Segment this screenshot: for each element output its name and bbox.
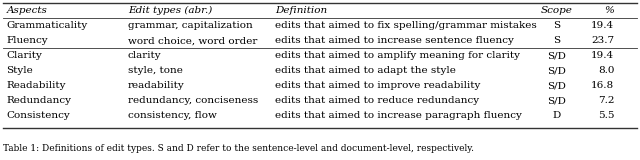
Text: S: S bbox=[553, 36, 561, 45]
Text: edits that aimed to reduce redundancy: edits that aimed to reduce redundancy bbox=[275, 96, 479, 105]
Text: Scope: Scope bbox=[541, 6, 573, 15]
Text: S/D: S/D bbox=[547, 51, 566, 60]
Text: edits that aimed to fix spelling/grammar mistakes: edits that aimed to fix spelling/grammar… bbox=[275, 21, 537, 30]
Text: redundancy, conciseness: redundancy, conciseness bbox=[128, 96, 259, 105]
Text: Table 1: Definitions of edit types. S and D refer to the sentence-level and docu: Table 1: Definitions of edit types. S an… bbox=[3, 144, 474, 153]
Text: 23.7: 23.7 bbox=[591, 36, 614, 45]
Text: grammar, capitalization: grammar, capitalization bbox=[128, 21, 253, 30]
Text: edits that aimed to improve readability: edits that aimed to improve readability bbox=[275, 81, 481, 90]
Text: 19.4: 19.4 bbox=[591, 51, 614, 60]
Text: S/D: S/D bbox=[547, 81, 566, 90]
Text: Style: Style bbox=[6, 66, 33, 75]
Text: Edit types (abr.): Edit types (abr.) bbox=[128, 6, 212, 15]
Text: edits that aimed to adapt the style: edits that aimed to adapt the style bbox=[275, 66, 456, 75]
Text: Consistency: Consistency bbox=[6, 112, 70, 120]
Text: 19.4: 19.4 bbox=[591, 21, 614, 30]
Text: clarity: clarity bbox=[128, 51, 162, 60]
Text: S/D: S/D bbox=[547, 96, 566, 105]
Text: readability: readability bbox=[128, 81, 185, 90]
Text: edits that aimed to amplify meaning for clarity: edits that aimed to amplify meaning for … bbox=[275, 51, 520, 60]
Text: S/D: S/D bbox=[547, 66, 566, 75]
Text: 5.5: 5.5 bbox=[598, 112, 614, 120]
Text: Redundancy: Redundancy bbox=[6, 96, 72, 105]
Text: %: % bbox=[605, 6, 614, 15]
Text: word choice, word order: word choice, word order bbox=[128, 36, 257, 45]
Text: D: D bbox=[553, 112, 561, 120]
Text: 7.2: 7.2 bbox=[598, 96, 614, 105]
Text: 8.0: 8.0 bbox=[598, 66, 614, 75]
Text: Readability: Readability bbox=[6, 81, 66, 90]
Text: Aspects: Aspects bbox=[6, 6, 47, 15]
Text: style, tone: style, tone bbox=[128, 66, 183, 75]
Text: Clarity: Clarity bbox=[6, 51, 42, 60]
Text: consistency, flow: consistency, flow bbox=[128, 112, 217, 120]
Text: Grammaticality: Grammaticality bbox=[6, 21, 88, 30]
Text: 16.8: 16.8 bbox=[591, 81, 614, 90]
Text: edits that aimed to increase sentence fluency: edits that aimed to increase sentence fl… bbox=[275, 36, 514, 45]
Text: Fluency: Fluency bbox=[6, 36, 48, 45]
Text: edits that aimed to increase paragraph fluency: edits that aimed to increase paragraph f… bbox=[275, 112, 522, 120]
Text: Definition: Definition bbox=[275, 6, 327, 15]
Text: S: S bbox=[553, 21, 561, 30]
